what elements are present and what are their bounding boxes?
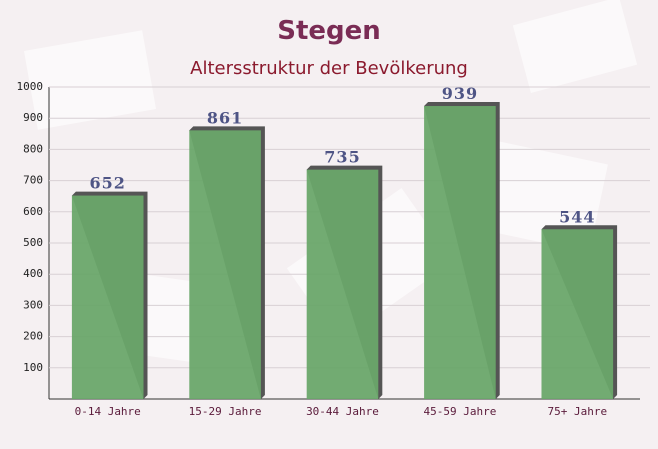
bar: [424, 106, 496, 400]
y-tick-label: 200: [23, 330, 43, 343]
x-tick-label: 15-29 Jahre: [189, 405, 262, 418]
value-label: 861: [207, 108, 243, 127]
value-label: 544: [559, 207, 595, 226]
y-tick-label: 400: [23, 267, 43, 280]
bar: [541, 229, 614, 399]
bar: [306, 169, 379, 399]
value-label: 735: [324, 148, 360, 167]
value-label: 652: [89, 174, 125, 193]
chart-subtitle: Altersstruktur der Bevölkerung: [190, 58, 468, 79]
value-label: 939: [442, 84, 478, 103]
y-tick-label: 900: [23, 111, 43, 124]
y-tick-label: 1000: [17, 80, 44, 93]
x-tick-label: 0-14 Jahre: [75, 405, 141, 418]
y-tick-label: 300: [23, 298, 43, 311]
bar: [189, 130, 261, 400]
x-tick-label: 75+ Jahre: [547, 405, 607, 418]
y-tick-label: 800: [23, 142, 43, 155]
y-tick-label: 100: [23, 361, 43, 374]
x-tick-label: 45-59 Jahre: [423, 405, 496, 418]
y-tick-label: 500: [23, 236, 43, 249]
y-tick-label: 700: [23, 174, 43, 187]
x-tick-label: 30-44 Jahre: [306, 405, 379, 418]
y-tick-label: 600: [23, 205, 43, 218]
chart-title: Stegen: [277, 16, 381, 46]
bar: [71, 195, 144, 399]
